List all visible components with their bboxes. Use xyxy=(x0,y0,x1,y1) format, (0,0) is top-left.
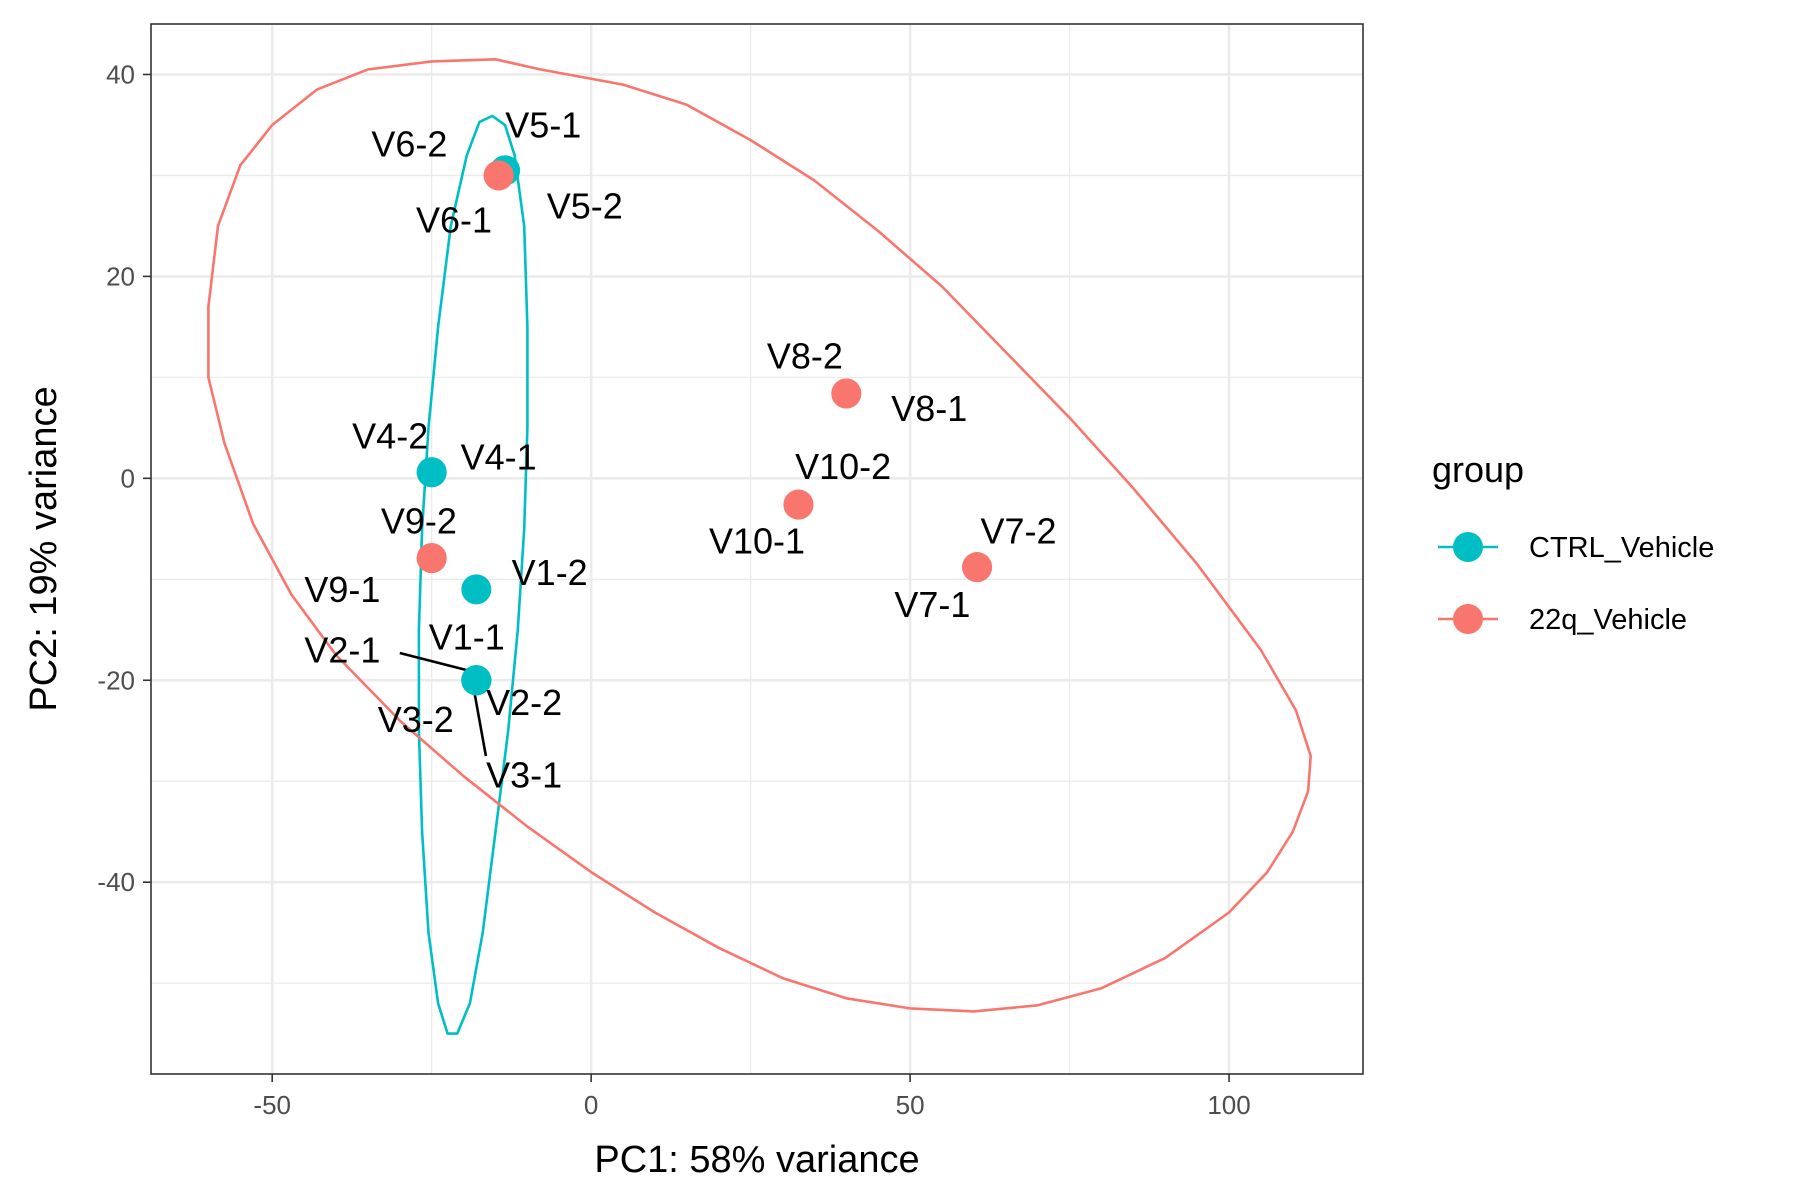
minor-gridlines xyxy=(151,24,1363,1074)
point-label-v2-2: V2-2 xyxy=(486,682,562,723)
data-point-v4-2 xyxy=(416,457,447,488)
data-point-v3-2 xyxy=(461,665,492,696)
plot-panel-background xyxy=(151,24,1363,1074)
x-axis-ticks: -50 0 50 100 xyxy=(253,1074,1251,1120)
y-tick-label: -40 xyxy=(97,867,135,897)
y-tick-label: 20 xyxy=(106,261,135,291)
point-label-v5-1: V5-1 xyxy=(505,105,581,146)
label-connectors xyxy=(399,651,488,757)
point-label-v9-2: V9-2 xyxy=(381,500,457,541)
point-label-v8-2: V8-2 xyxy=(767,336,843,377)
plot-panel-border xyxy=(150,23,1364,1075)
label-connector-line xyxy=(399,651,468,672)
data-points xyxy=(416,155,993,696)
x-axis-title: PC1: 58% variance xyxy=(594,1139,919,1181)
point-label-v9-1: V9-1 xyxy=(304,569,380,610)
point-label-v5-2: V5-2 xyxy=(547,185,623,226)
point-labels: V6-2 V5-1 V5-2 V6-1 V8-2 V8-1 V4-2 V4-1 V10-2 V10… xyxy=(304,105,1056,796)
major-gridlines xyxy=(151,24,1363,1074)
data-point-v9-2 xyxy=(416,543,447,574)
data-point-v10-2 xyxy=(783,489,814,520)
legend-entry-22q-vehicle: 22q_Vehicle xyxy=(1438,604,1687,636)
legend-key-point xyxy=(1453,532,1483,562)
point-label-v7-1: V7-1 xyxy=(894,584,970,625)
point-label-v6-1: V6-1 xyxy=(416,199,492,240)
data-point-v1-2 xyxy=(461,574,492,605)
x-tick-label: 100 xyxy=(1207,1090,1250,1120)
point-label-v3-2: V3-2 xyxy=(378,699,454,740)
y-tick-label: -20 xyxy=(97,665,135,695)
y-tick-label: 40 xyxy=(106,59,135,89)
point-label-v2-1: V2-1 xyxy=(304,630,380,671)
legend-label-ctrl-vehicle: CTRL_Vehicle xyxy=(1529,532,1714,564)
data-point-v7-2 xyxy=(962,552,993,583)
22q-vehicle-ellipse xyxy=(207,57,1312,1013)
data-point-v6-2 xyxy=(483,160,514,191)
point-label-v7-2: V7-2 xyxy=(981,510,1057,551)
point-label-v1-1: V1-1 xyxy=(429,616,505,657)
legend-entry-ctrl-vehicle: CTRL_Vehicle xyxy=(1438,532,1714,564)
point-label-v3-1: V3-1 xyxy=(486,755,562,796)
x-tick-label: 0 xyxy=(584,1090,598,1120)
legend: group CTRL_Vehicle 22q_Vehicle xyxy=(1432,449,1714,636)
legend-key-point xyxy=(1453,604,1483,634)
point-label-v10-2: V10-2 xyxy=(795,446,891,487)
data-point-v8-2 xyxy=(831,378,862,409)
y-tick-label: 0 xyxy=(121,463,135,493)
point-label-v4-2: V4-2 xyxy=(352,415,428,456)
y-axis-ticks: 40 20 0 -20 -40 xyxy=(97,59,151,897)
point-label-v8-1: V8-1 xyxy=(891,388,967,429)
point-label-v10-1: V10-1 xyxy=(709,520,805,561)
legend-label-22q-vehicle: 22q_Vehicle xyxy=(1529,604,1687,636)
y-axis-title: PC2: 19% variance xyxy=(23,386,65,711)
point-label-v6-2: V6-2 xyxy=(371,124,447,165)
ctrl-vehicle-ellipse xyxy=(417,114,529,1035)
x-tick-label: 50 xyxy=(896,1090,925,1120)
point-label-v4-1: V4-1 xyxy=(461,437,537,478)
x-tick-label: -50 xyxy=(253,1090,291,1120)
group-ellipses xyxy=(207,57,1312,1035)
point-label-v1-2: V1-2 xyxy=(512,552,588,593)
legend-title: group xyxy=(1432,449,1524,490)
label-connector-line xyxy=(471,685,488,757)
